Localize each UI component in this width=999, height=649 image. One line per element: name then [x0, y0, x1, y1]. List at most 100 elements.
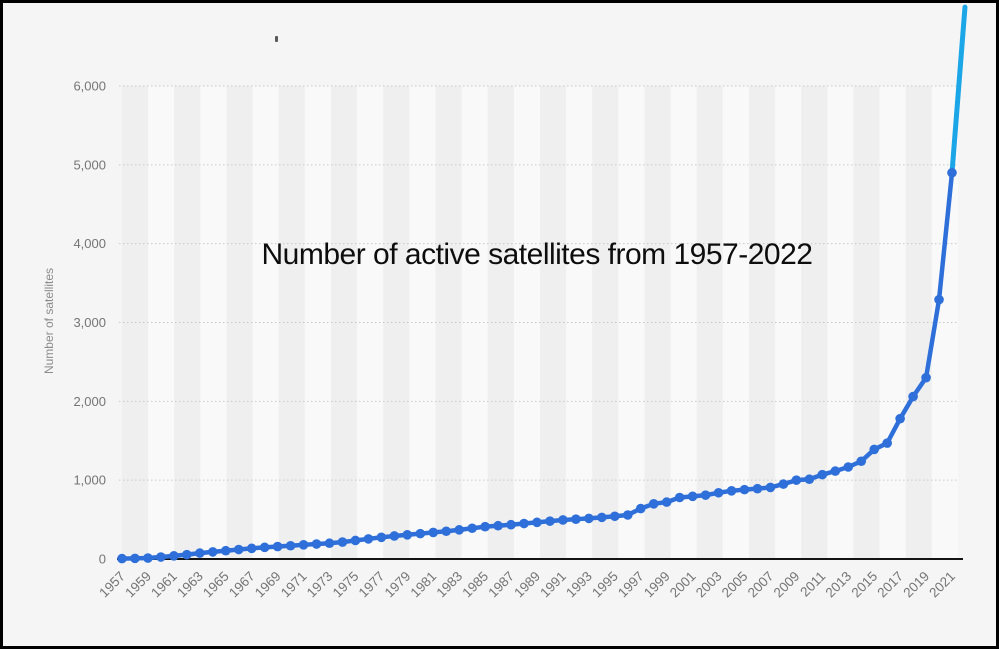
- data-point-1984[interactable]: [467, 523, 477, 534]
- data-point-1963[interactable]: [195, 548, 205, 558]
- data-point-1972[interactable]: [311, 539, 322, 549]
- data-point-1983[interactable]: [454, 525, 464, 535]
- stray-mark: [275, 36, 278, 42]
- x-tick-label: 1981: [408, 569, 440, 601]
- data-point-1958[interactable]: [130, 553, 140, 564]
- x-tick-label: 1963: [174, 569, 206, 601]
- y-tick-label: 6,000: [73, 79, 106, 94]
- data-point-1993[interactable]: [584, 513, 594, 524]
- data-point-1976[interactable]: [363, 534, 374, 544]
- data-point-1996[interactable]: [622, 510, 633, 520]
- data-point-2005[interactable]: [739, 484, 750, 495]
- data-point-2008[interactable]: [778, 479, 789, 489]
- data-point-1974[interactable]: [337, 537, 348, 547]
- y-axis-title: Number of satellites: [42, 267, 56, 375]
- data-point-2019[interactable]: [921, 372, 931, 383]
- data-point-1998[interactable]: [648, 499, 659, 509]
- data-point-1977[interactable]: [376, 532, 387, 543]
- data-point-2000[interactable]: [674, 492, 685, 503]
- data-point-1982[interactable]: [441, 526, 452, 537]
- data-point-2020[interactable]: [934, 294, 944, 305]
- data-point-1969[interactable]: [272, 541, 283, 552]
- x-tick-label: 2005: [719, 569, 751, 601]
- data-point-2016[interactable]: [882, 438, 892, 448]
- x-tick-labels: 1957195919611963196519671969197119731975…: [96, 569, 958, 601]
- data-point-1981[interactable]: [428, 527, 439, 538]
- data-point-1961[interactable]: [169, 551, 179, 561]
- data-point-1964[interactable]: [207, 547, 218, 557]
- data-point-1986[interactable]: [493, 520, 503, 531]
- x-tick-label: 2001: [667, 569, 699, 601]
- x-tick-label: 1967: [226, 569, 258, 601]
- data-point-2021[interactable]: [947, 167, 957, 178]
- data-point-1987[interactable]: [506, 519, 516, 530]
- data-point-2002[interactable]: [700, 490, 711, 500]
- data-point-1979[interactable]: [402, 529, 413, 540]
- x-tick-label: 1961: [148, 569, 180, 601]
- x-tick-label: 1979: [382, 569, 414, 601]
- data-point-1962[interactable]: [182, 549, 192, 560]
- data-point-1997[interactable]: [635, 503, 646, 514]
- data-point-1991[interactable]: [558, 515, 568, 525]
- x-tick-label: 1997: [615, 569, 647, 601]
- data-point-markers: [117, 167, 957, 564]
- data-point-1989[interactable]: [532, 517, 542, 528]
- x-tick-label: 1983: [433, 569, 465, 601]
- y-tick-label: 2,000: [73, 394, 106, 409]
- x-tick-label: 2007: [745, 569, 777, 601]
- data-point-2006[interactable]: [752, 483, 763, 494]
- data-point-1973[interactable]: [324, 538, 335, 549]
- x-tick-label: 2019: [900, 569, 932, 601]
- x-tick-label: 1975: [330, 569, 362, 601]
- data-point-2011[interactable]: [817, 469, 828, 480]
- data-point-1957[interactable]: [117, 553, 127, 564]
- data-point-1960[interactable]: [156, 552, 166, 562]
- x-tick-label: 1973: [304, 569, 336, 601]
- data-point-2003[interactable]: [713, 487, 724, 498]
- data-point-1999[interactable]: [661, 497, 672, 507]
- data-point-2015[interactable]: [869, 444, 879, 455]
- x-tick-label: 1971: [278, 569, 310, 601]
- data-point-1990[interactable]: [545, 516, 555, 526]
- data-point-2009[interactable]: [791, 475, 802, 485]
- x-tick-label: 1991: [537, 569, 569, 601]
- data-point-2004[interactable]: [726, 486, 737, 496]
- x-tick-label: 2009: [771, 569, 803, 601]
- projection-segment-2022: [949, 4, 968, 176]
- data-point-1985[interactable]: [480, 521, 490, 532]
- data-point-1995[interactable]: [610, 511, 620, 522]
- data-point-1970[interactable]: [285, 540, 296, 551]
- chart-title: Number of active satellites from 1957-20…: [261, 238, 813, 271]
- data-point-2014[interactable]: [856, 456, 867, 467]
- data-point-1988[interactable]: [519, 518, 529, 529]
- y-tick-label: 3,000: [73, 315, 106, 330]
- data-point-1959[interactable]: [143, 553, 153, 563]
- background-stripes: [122, 86, 958, 559]
- data-point-2001[interactable]: [687, 491, 698, 502]
- data-point-2017[interactable]: [895, 413, 905, 424]
- data-point-1975[interactable]: [350, 535, 361, 546]
- data-point-1980[interactable]: [415, 528, 426, 539]
- y-tick-label: 5,000: [73, 157, 106, 172]
- x-tick-label: 2003: [693, 569, 725, 601]
- data-point-2010[interactable]: [804, 474, 815, 485]
- data-point-2007[interactable]: [765, 482, 776, 493]
- data-point-1994[interactable]: [597, 512, 607, 523]
- x-tick-label: 1957: [96, 569, 128, 601]
- data-point-2018[interactable]: [908, 391, 918, 402]
- data-point-1968[interactable]: [259, 542, 270, 553]
- data-point-1992[interactable]: [571, 514, 581, 524]
- data-point-1967[interactable]: [246, 543, 257, 554]
- data-point-1978[interactable]: [389, 531, 400, 541]
- data-point-2013[interactable]: [843, 462, 854, 472]
- x-tick-label: 2015: [848, 569, 880, 601]
- y-tick-label: 0: [99, 552, 106, 567]
- data-point-1965[interactable]: [220, 545, 231, 556]
- x-tick-label: 2021: [926, 569, 958, 601]
- data-point-2012[interactable]: [830, 466, 841, 476]
- x-tick-label: 1993: [563, 569, 595, 601]
- data-point-1966[interactable]: [233, 544, 244, 555]
- data-point-1971[interactable]: [298, 540, 309, 550]
